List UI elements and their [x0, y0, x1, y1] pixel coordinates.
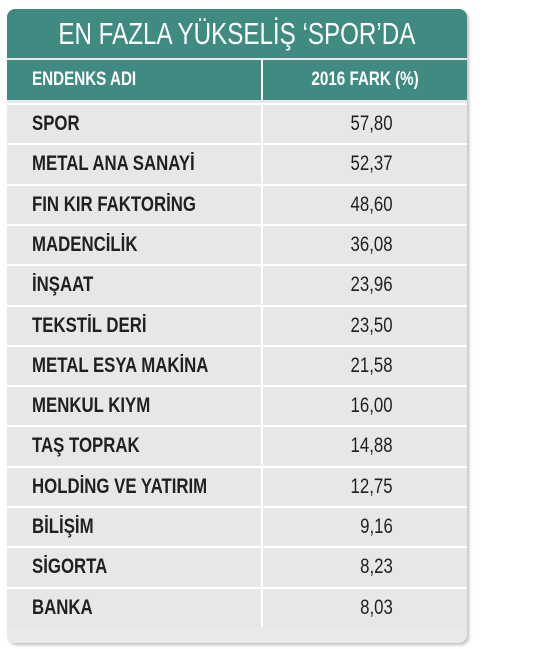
header-text: 2016 FARK (%) [311, 69, 419, 90]
table-row: FIN KIR FAKTORİNG 48,60 [7, 183, 467, 224]
divider [261, 105, 263, 143]
name-cell: HOLDİNG VE YATIRIM [7, 468, 261, 506]
value-cell: 12,75 [263, 468, 393, 506]
index-name: BİLİŞİM [32, 515, 94, 538]
table-row: İNŞAAT 23,96 [7, 264, 467, 305]
index-name: MADENCİLİK [32, 232, 138, 256]
index-value: 9,16 [360, 515, 393, 538]
value-cell: 23,50 [263, 307, 393, 345]
index-value: 23,50 [350, 313, 393, 337]
divider [261, 225, 263, 264]
divider [261, 60, 263, 100]
name-cell: METAL ANA SANAYİ [7, 145, 261, 183]
value-cell: 9,16 [263, 508, 393, 546]
name-cell: MADENCİLİK [7, 226, 261, 264]
name-cell: BANKA [7, 589, 261, 627]
value-cell: 23,96 [263, 266, 393, 304]
index-value: 52,37 [350, 152, 393, 176]
index-value: 8,03 [360, 595, 393, 619]
name-cell: FIN KIR FAKTORİNG [7, 186, 261, 224]
name-cell: SPOR [7, 105, 261, 143]
index-value: 12,75 [350, 474, 393, 498]
table-row: MADENCİLİK 36,08 [7, 223, 467, 264]
value-cell: 21,58 [263, 347, 393, 385]
divider [261, 145, 263, 184]
header-cell: 2016 FARK (%) [263, 60, 467, 100]
name-cell: SİGORTA [7, 548, 261, 586]
table-row: SPOR 57,80 [7, 103, 467, 143]
name-cell: BİLİŞİM [7, 508, 261, 546]
header-row: ENDENKS ADI 2016 FARK (%) [7, 60, 467, 100]
divider [261, 266, 263, 305]
table-row: TAŞ TOPRAK 14,88 [7, 425, 467, 466]
divider [261, 346, 263, 385]
index-value: 36,08 [350, 232, 393, 256]
value-cell: 52,37 [263, 145, 393, 183]
index-name: BANKA [32, 595, 93, 619]
divider [261, 508, 263, 546]
table-title: EN FAZLA YÜKSELİŞ ‘SPOR’DA [7, 9, 467, 58]
index-value: 48,60 [350, 192, 393, 216]
name-cell: TAŞ TOPRAK [7, 427, 261, 465]
index-value: 23,96 [350, 273, 393, 297]
table-row: TEKSTİL DERİ 23,50 [7, 304, 467, 345]
index-value: 16,00 [350, 394, 393, 418]
divider [261, 548, 263, 587]
value-cell: 16,00 [263, 387, 393, 425]
index-name: SPOR [32, 112, 80, 135]
index-name: TEKSTİL DERİ [32, 313, 147, 337]
index-name: FIN KIR FAKTORİNG [32, 192, 196, 216]
divider [261, 185, 263, 224]
table-row: BANKA 8,03 [7, 586, 467, 627]
value-cell: 8,03 [263, 589, 393, 627]
index-value: 57,80 [350, 112, 393, 135]
index-value: 14,88 [350, 434, 393, 458]
table-row: HOLDİNG VE YATIRIM 12,75 [7, 465, 467, 506]
table-row: SİGORTA 8,23 [7, 546, 467, 587]
table-row: BİLİŞİM 9,16 [7, 506, 467, 546]
name-cell: MENKUL KIYM [7, 387, 261, 425]
divider [261, 387, 263, 426]
index-value: 21,58 [350, 353, 393, 377]
value-cell: 57,80 [263, 105, 393, 143]
table-row: METAL ESYA MAKİNA 21,58 [7, 344, 467, 385]
index-name: MENKUL KIYM [32, 394, 151, 418]
name-cell: METAL ESYA MAKİNA [7, 347, 261, 385]
value-cell: 8,23 [263, 548, 393, 586]
value-cell: 48,60 [263, 186, 393, 224]
index-name: HOLDİNG VE YATIRIM [32, 474, 208, 498]
name-cell: TEKSTİL DERİ [7, 307, 261, 345]
index-name: METAL ANA SANAYİ [32, 152, 195, 176]
header-cell: ENDENKS ADI [7, 60, 261, 100]
header-text: ENDENKS ADI [32, 69, 137, 90]
divider [261, 306, 263, 345]
name-cell: İNŞAAT [7, 266, 261, 304]
title-text: EN FAZLA YÜKSELİŞ ‘SPOR’DA [58, 16, 416, 51]
value-cell: 36,08 [263, 226, 393, 264]
index-value: 8,23 [360, 555, 393, 579]
table-row: METAL ANA SANAYİ 52,37 [7, 143, 467, 184]
index-name: TAŞ TOPRAK [32, 434, 140, 458]
divider [261, 588, 263, 627]
value-cell: 14,88 [263, 427, 393, 465]
table-card: EN FAZLA YÜKSELİŞ ‘SPOR’DA ENDENKS ADI 2… [7, 9, 467, 643]
index-name: İNŞAAT [32, 273, 94, 297]
divider [261, 427, 263, 466]
divider [261, 467, 263, 506]
index-name: SİGORTA [32, 555, 108, 579]
table-row: MENKUL KIYM 16,00 [7, 385, 467, 426]
index-name: METAL ESYA MAKİNA [32, 353, 209, 377]
